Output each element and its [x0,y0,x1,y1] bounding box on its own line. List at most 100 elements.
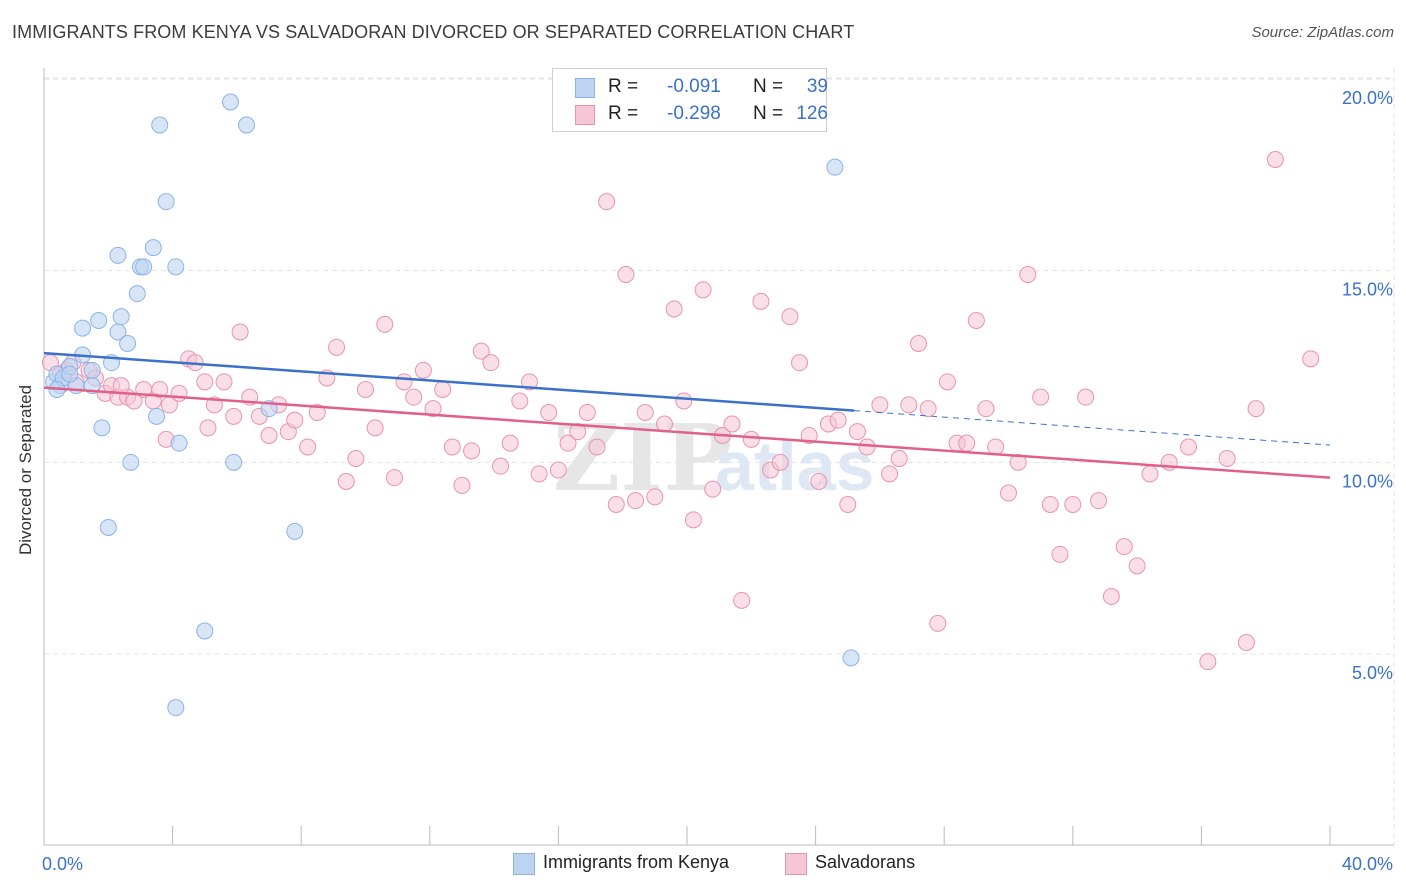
salvadorans-point [1077,388,1095,406]
salvadorans-point [1302,350,1320,368]
salvadorans-point [723,415,741,433]
kenya-point [112,308,130,326]
salvadorans-point [1199,653,1217,671]
salvadorans-trend-line [43,386,1331,479]
salvadorans-point [646,488,664,506]
bottom-legend-label-kenya: Immigrants from Kenya [543,852,730,872]
salvadorans-point [900,396,918,414]
trend-lines [43,351,1331,479]
kenya-point [93,419,111,437]
kenya-point [90,312,108,329]
salvadorans-point [578,404,596,421]
kenya-point [128,285,146,303]
salvadorans-point [308,404,326,421]
salvadorans-point [839,496,857,513]
legend-n-label: N = [753,103,784,124]
salvadorans-point [112,377,130,395]
tick-labels: 5.0% 10.0% 15.0% 20.0% 0.0% 40.0% [42,88,1393,874]
kenya-point [119,335,137,352]
salvadorans-point [791,354,809,372]
x-tick-label: 0.0% [42,854,83,874]
salvadorans-point [1266,151,1284,168]
salvadorans-point [1064,496,1082,513]
legend-r-label: R = [608,76,639,97]
kenya-point [170,434,188,452]
salvadorans-point [938,373,956,391]
kenya-point [148,407,166,425]
kenya-point [122,453,140,471]
salvadorans-point [829,411,847,429]
kenya-point [83,361,101,379]
salvadorans-point [694,281,712,299]
kenya-point [221,93,239,111]
salvadorans-point [453,476,471,494]
legend-swatch-kenya [575,78,595,98]
salvadorans-point [617,266,635,283]
series-kenya-points [45,93,860,717]
kenya-point [61,365,79,383]
salvadorans-point [328,338,346,356]
salvadorans-point [1009,453,1027,471]
salvadorans-point [742,430,760,448]
salvadorans-point [919,400,937,418]
salvadorans-point [215,373,233,391]
salvadorans-point [463,442,481,460]
salvadorans-point [260,427,278,444]
salvadorans-point [800,427,818,444]
salvadorans-point [299,438,317,456]
salvadorans-point [771,453,789,471]
kenya-point [151,116,169,134]
legend-r-value: -0.091 [667,76,721,97]
salvadorans-point [871,396,889,414]
salvadorans-point [1102,588,1120,605]
bottom-legend-swatch-kenya [513,853,535,875]
salvadorans-point [231,323,249,341]
salvadorans-point [1115,538,1133,556]
salvadorans-point [733,591,751,609]
kenya-point [196,622,214,640]
salvadorans-point [607,496,625,513]
salvadorans-point [881,465,899,483]
salvadorans-point [414,361,432,379]
chart-title: IMMIGRANTS FROM KENYA VS SALVADORAN DIVO… [12,22,855,42]
salvadorans-point [424,400,442,418]
salvadorans-point [472,342,490,360]
salvadorans-point [1128,557,1146,575]
salvadorans-point [929,614,947,632]
salvadorans-point [225,407,243,425]
salvadorans-point [588,438,606,456]
salvadorans-point [636,404,654,421]
salvadorans-point [520,373,538,391]
salvadorans-point [385,469,403,487]
legend-n-value: 39 [806,76,828,97]
salvadorans-point [781,308,799,326]
salvadorans-point [1051,545,1069,563]
kenya-trend-line [43,351,855,412]
salvadorans-point [1247,400,1265,418]
salvadorans-point [977,400,995,418]
bottom-legend-swatch-salvadorans [785,853,807,875]
kenya-point [286,522,304,540]
salvadorans-point [684,511,702,529]
watermark-atlas: atlas [715,427,875,505]
salvadorans-point [665,300,683,318]
y-tick-label: 5.0% [1352,663,1393,683]
x-tick-label: 40.0% [1342,854,1393,874]
y-tick-label: 15.0% [1342,280,1393,300]
salvadorans-point [151,381,169,398]
bottom-legend-label-salvadorans: Salvadorans [815,852,916,872]
salvadorans-point [530,465,548,483]
salvadorans-point [1090,492,1108,510]
y-tick-label: 20.0% [1342,88,1393,108]
legend-n-label: N = [753,76,784,97]
salvadorans-point [559,434,577,452]
axes [43,68,1394,846]
kenya-point [109,246,127,264]
kenya-point [99,519,117,536]
salvadorans-point [1237,634,1255,651]
salvadorans-point [1032,388,1050,406]
kenya-point [238,116,256,134]
salvadorans-point [511,392,529,410]
legend-n-value: 126 [796,103,828,124]
